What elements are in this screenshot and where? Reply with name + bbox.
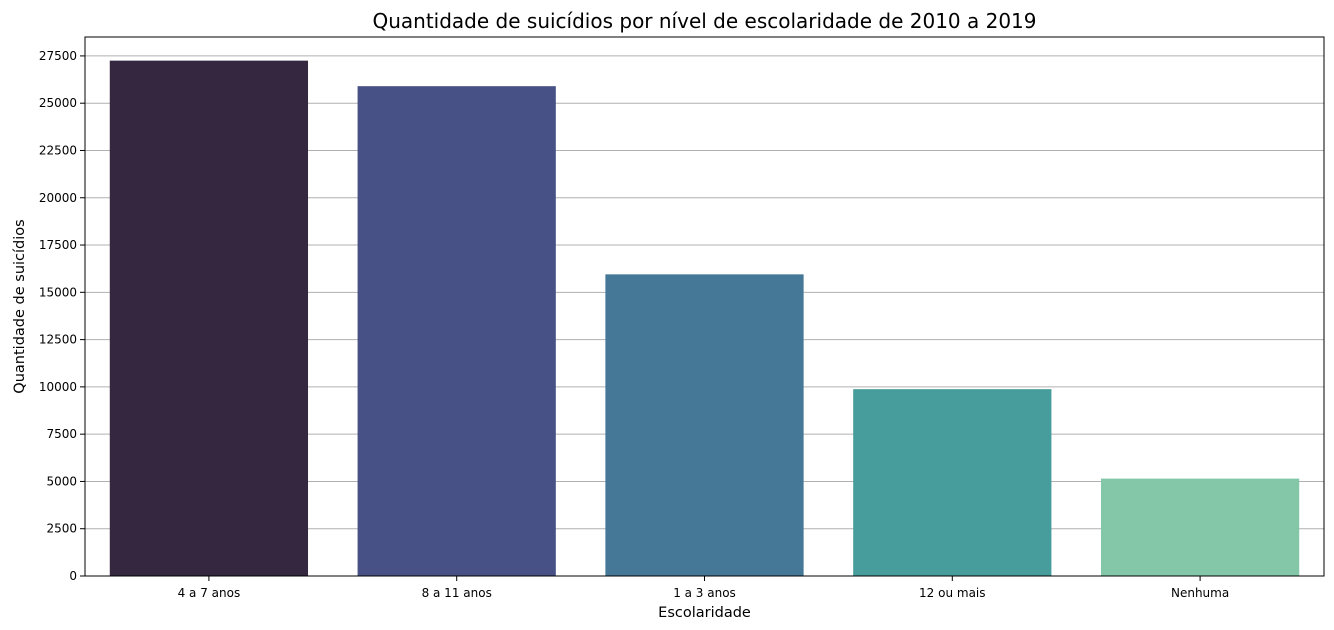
y-axis-ticks: 0 2500 5000 7500 10000 12500 15000 17500 20000 22…: [39, 49, 85, 583]
y-tick-label: 0: [69, 569, 77, 583]
x-tick-label: 12 ou mais: [919, 586, 985, 600]
x-tick-label: 8 a 11 anos: [422, 586, 492, 600]
y-tick-label: 7500: [46, 427, 77, 441]
y-tick-label: 20000: [39, 191, 77, 205]
y-axis-label: Quantidade de suicídios: [12, 219, 28, 393]
bar: [853, 389, 1052, 576]
y-tick-label: 5000: [46, 474, 77, 488]
x-tick-label: 4 a 7 anos: [178, 586, 241, 600]
chart-title: Quantidade de suicídios por nível de esc…: [372, 9, 1036, 33]
y-tick-label: 10000: [39, 380, 77, 394]
y-tick-label: 15000: [39, 285, 77, 299]
x-axis-label: Escolaridade: [658, 605, 751, 621]
bar: [109, 60, 309, 576]
x-axis-ticks: 4 a 7 anos 8 a 11 anos 1 a 3 anos 12 ou mai…: [178, 576, 1229, 600]
y-tick-label: 27500: [39, 49, 77, 63]
x-tick-label: 1 a 3 anos: [673, 586, 736, 600]
y-tick-label: 2500: [46, 522, 77, 536]
bars: [109, 60, 1300, 576]
bar: [357, 86, 556, 576]
y-tick-label: 17500: [39, 238, 77, 252]
bar: [1100, 478, 1300, 576]
y-tick-label: 22500: [39, 143, 77, 157]
x-tick-label: Nenhuma: [1171, 586, 1229, 600]
y-tick-label: 12500: [39, 333, 77, 347]
y-tick-label: 25000: [39, 96, 77, 110]
bar: [605, 274, 804, 576]
